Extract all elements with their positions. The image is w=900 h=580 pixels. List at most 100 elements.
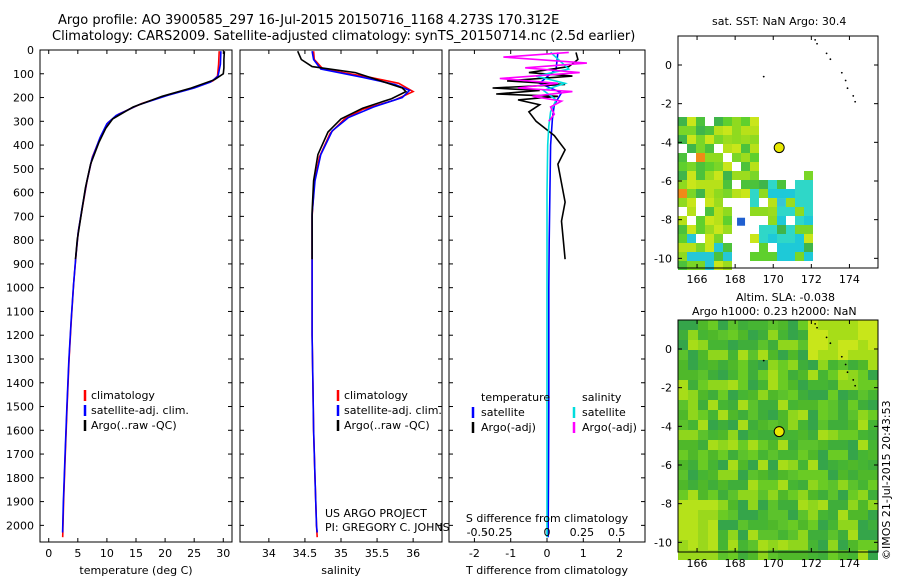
sla-cell xyxy=(808,510,818,520)
sla-cell xyxy=(718,490,728,500)
sla-cell xyxy=(728,350,738,360)
sla-cell xyxy=(778,340,788,350)
sst-cell xyxy=(768,252,777,261)
legend-label: satellite-adj. clim. xyxy=(91,404,189,417)
sla-cell xyxy=(858,490,868,500)
sla-cell xyxy=(788,430,798,440)
sst-cell xyxy=(678,252,687,261)
sla-cell xyxy=(868,410,878,420)
sla-cell xyxy=(688,540,698,550)
coastline-dot xyxy=(840,355,843,358)
sla-cell xyxy=(848,400,858,410)
sla-cell xyxy=(768,360,778,370)
sla-cell xyxy=(838,510,848,520)
sst-cell xyxy=(750,144,759,153)
sla-cell xyxy=(728,330,738,340)
depth-tick-label: 500 xyxy=(13,163,34,176)
sla-cell xyxy=(758,360,768,370)
sst-cell xyxy=(705,261,714,270)
sla-cell xyxy=(788,450,798,460)
sla-cell xyxy=(678,550,688,560)
sst-cell xyxy=(750,252,759,261)
series-line-salinity-satellite xyxy=(535,51,571,538)
plot-frame-salinity xyxy=(239,49,443,543)
sla-cell xyxy=(858,410,868,420)
sla-cell xyxy=(788,330,798,340)
sla-cell xyxy=(688,340,698,350)
sla-cell xyxy=(768,520,778,530)
sla-cell xyxy=(718,520,728,530)
sla-cell xyxy=(688,380,698,390)
sla-cell xyxy=(738,420,748,430)
sla-cell xyxy=(738,400,748,410)
sst-cell xyxy=(795,198,804,207)
sla-cell xyxy=(758,450,768,460)
sla-cell xyxy=(798,320,808,330)
sla-cell xyxy=(758,490,768,500)
sst-cell xyxy=(696,225,705,234)
sla-cell xyxy=(788,540,798,550)
sst-cell xyxy=(723,162,732,171)
sla-cell xyxy=(828,320,838,330)
sla-cell xyxy=(778,530,788,540)
sla-cell xyxy=(868,440,878,450)
sla-cell xyxy=(768,500,778,510)
sla-cell xyxy=(708,370,718,380)
sla-cell xyxy=(868,360,878,370)
sst-cell xyxy=(768,198,777,207)
map-y-tick-label: -4 xyxy=(661,420,672,433)
legend-label: salinity xyxy=(582,391,622,404)
sst-cell xyxy=(714,162,723,171)
sla-cell xyxy=(768,540,778,550)
sla-cell xyxy=(768,470,778,480)
sst-cell xyxy=(678,216,687,225)
sst-cell xyxy=(750,135,759,144)
sst-cell xyxy=(741,162,750,171)
sst-cell xyxy=(705,225,714,234)
sla-cell xyxy=(698,370,708,380)
sst-cell xyxy=(741,171,750,180)
sst-cell xyxy=(678,261,687,270)
sst-cell xyxy=(687,144,696,153)
sla-cell xyxy=(708,540,718,550)
sla-cell xyxy=(748,520,758,530)
sla-cell xyxy=(708,480,718,490)
sla-cell xyxy=(808,370,818,380)
sst-cell xyxy=(732,171,741,180)
sla-cell xyxy=(698,530,708,540)
sla-cell xyxy=(758,320,768,330)
imos-credit: ©IMOS 21-Jul-2015 20:43:53 xyxy=(880,400,893,560)
sst-cell xyxy=(696,252,705,261)
depth-tick-label: 600 xyxy=(13,187,34,200)
sla-cell xyxy=(778,480,788,490)
sla-cell xyxy=(678,320,688,330)
sla-cell xyxy=(858,520,868,530)
sla-cell xyxy=(848,330,858,340)
sla-cell xyxy=(808,360,818,370)
sst-cell xyxy=(723,261,732,270)
sla-cell xyxy=(798,370,808,380)
sla-cell xyxy=(698,380,708,390)
sla-cell xyxy=(808,460,818,470)
sla-cell xyxy=(678,440,688,450)
sla-cell xyxy=(848,490,858,500)
sst-cell xyxy=(804,207,813,216)
sst-cell xyxy=(687,189,696,198)
sla-cell xyxy=(748,450,758,460)
sst-cell xyxy=(723,126,732,135)
sst-cell xyxy=(678,234,687,243)
sst-cell xyxy=(678,153,687,162)
sla-cell xyxy=(748,350,758,360)
sst-cell xyxy=(705,252,714,261)
sla-cell xyxy=(868,430,878,440)
sst-cell xyxy=(741,144,750,153)
legend-label: Argo(-adj) xyxy=(582,421,637,434)
sla-cell xyxy=(808,330,818,340)
sla-cell xyxy=(788,480,798,490)
sla-cell xyxy=(748,530,758,540)
sla-cell xyxy=(818,420,828,430)
sla-cell xyxy=(788,380,798,390)
sla-cell xyxy=(688,510,698,520)
sla-cell xyxy=(778,410,788,420)
sla-cell xyxy=(828,350,838,360)
